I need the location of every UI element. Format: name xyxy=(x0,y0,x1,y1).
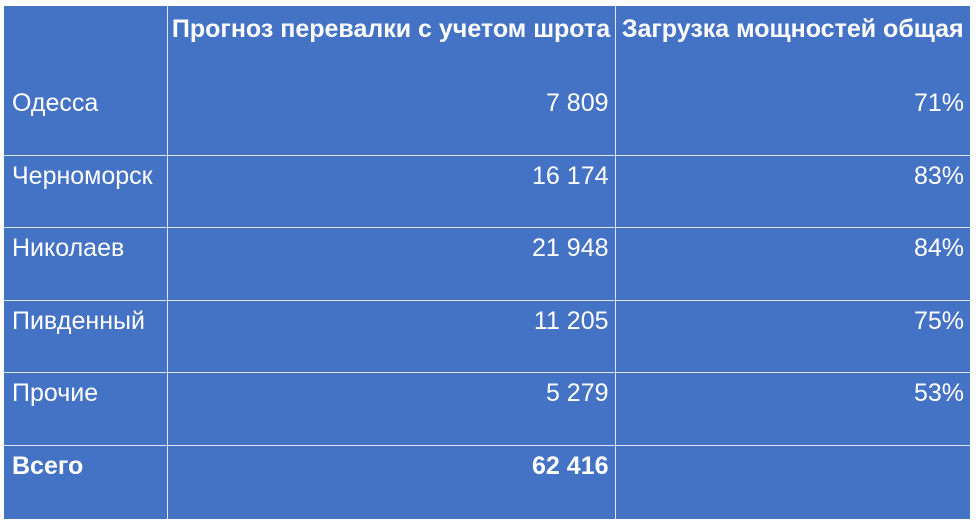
table-row: Пивденный 11 205 75% xyxy=(4,299,970,373)
transshipment-volume: 7 809 xyxy=(166,83,615,156)
port-name: Одесса xyxy=(12,89,99,117)
transshipment-volume: 21 948 xyxy=(166,227,615,301)
table-row: Одесса 7 809 71% xyxy=(4,83,970,156)
total-label: Всего xyxy=(4,444,167,519)
total-load xyxy=(614,444,970,519)
transshipment-volume: 16 174 xyxy=(166,154,615,228)
port-transshipment-table-container: Прогноз перевалки с учетом шрота Загрузк… xyxy=(4,6,970,519)
table-header-row: Прогноз перевалки с учетом шрота Загрузк… xyxy=(4,6,970,83)
total-volume: 62 416 xyxy=(166,444,615,519)
capacity-load: 83% xyxy=(614,154,970,228)
port-name: Пивденный xyxy=(4,299,167,373)
port-name: Прочие xyxy=(4,372,167,446)
table-row: Черноморск 16 174 83% xyxy=(4,154,970,228)
header-port xyxy=(4,6,167,83)
header-capacity-load: Загрузка мощностей общая xyxy=(614,6,970,83)
table-total-row: Всего 62 416 xyxy=(4,444,970,519)
capacity-load: 71% xyxy=(614,83,970,156)
header-transshipment-forecast: Прогноз перевалки с учетом шрота xyxy=(166,6,615,83)
table-row: Николаев 21 948 84% xyxy=(4,227,970,301)
capacity-load: 53% xyxy=(614,372,970,446)
transshipment-volume: 11 205 xyxy=(166,299,615,373)
transshipment-volume: 5 279 xyxy=(166,372,615,446)
port-name: Николаев xyxy=(4,227,167,301)
port-transshipment-table: Прогноз перевалки с учетом шрота Загрузк… xyxy=(4,6,970,519)
port-name: Черноморск xyxy=(4,154,167,228)
table-row: Прочие 5 279 53% xyxy=(4,372,970,446)
capacity-load: 84% xyxy=(614,227,970,301)
capacity-load: 75% xyxy=(614,299,970,373)
